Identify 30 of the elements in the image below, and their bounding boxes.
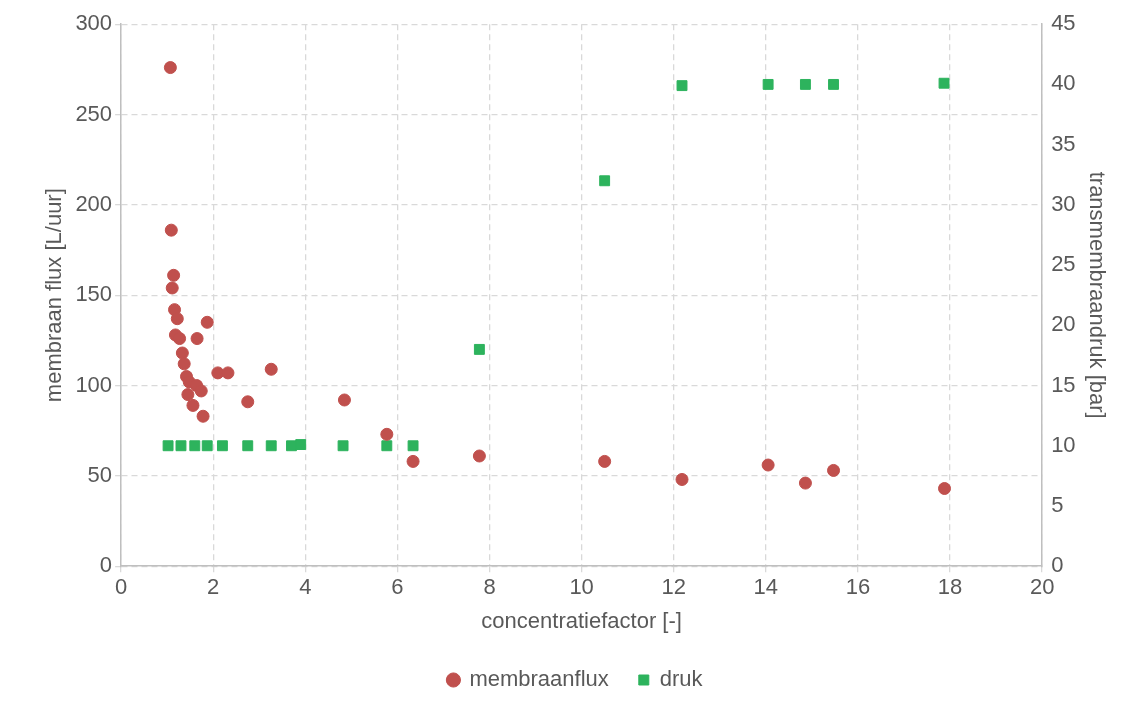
x-axis-title: concentratiefactor [-]: [481, 607, 682, 633]
x-tick-label: 8: [483, 574, 496, 600]
y-tick-label: 50: [87, 461, 113, 487]
y2-tick-label: 40: [1051, 70, 1076, 96]
y2-tick-label: 35: [1051, 130, 1076, 156]
y-tick-label: 300: [75, 10, 113, 36]
y2-axis-title: transmembraandruk [bar]: [1084, 171, 1110, 419]
legend-label: membraanflux: [469, 666, 609, 692]
x-tick-label: 2: [207, 574, 220, 600]
y2-tick-label: 25: [1051, 251, 1076, 277]
y2-tick-label: 10: [1051, 431, 1076, 457]
y-tick-label: 250: [75, 100, 113, 126]
y-tick-label: 150: [75, 281, 113, 307]
x-tick-label: 18: [937, 574, 963, 600]
y-tick-label: 100: [75, 371, 113, 397]
y-tick-label: 200: [75, 190, 113, 216]
x-tick-label: 6: [391, 574, 404, 600]
legend-label: druk: [659, 666, 704, 692]
y-tick-label: 0: [99, 552, 113, 578]
y-axis-title: membraan flux [L/uur]: [41, 188, 67, 403]
y2-tick-label: 15: [1051, 371, 1076, 397]
y2-tick-label: 20: [1051, 311, 1076, 337]
y2-tick-label: 5: [1051, 492, 1064, 518]
x-tick-label: 12: [661, 574, 686, 600]
x-tick-label: 4: [299, 574, 312, 600]
y2-tick-label: 30: [1051, 190, 1076, 216]
x-tick-label: 14: [753, 574, 779, 600]
x-tick-label: 10: [569, 574, 594, 600]
y2-tick-label: 45: [1051, 10, 1076, 36]
x-tick-label: 16: [845, 574, 871, 600]
